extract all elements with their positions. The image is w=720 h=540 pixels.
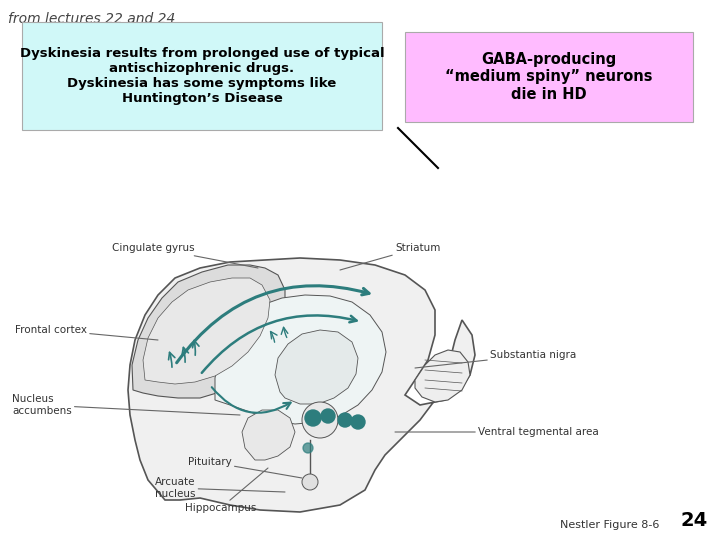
Polygon shape — [215, 295, 386, 424]
Polygon shape — [275, 330, 358, 404]
FancyBboxPatch shape — [22, 22, 382, 130]
Text: Ventral tegmental area: Ventral tegmental area — [395, 427, 599, 437]
Text: Hippocampus: Hippocampus — [185, 468, 268, 513]
Circle shape — [302, 474, 318, 490]
Polygon shape — [415, 350, 470, 402]
Circle shape — [302, 402, 338, 438]
Circle shape — [321, 409, 335, 423]
Text: GABA-producing
“medium spiny” neurons
die in HD: GABA-producing “medium spiny” neurons di… — [445, 52, 653, 102]
Text: 24: 24 — [680, 511, 708, 530]
Polygon shape — [128, 258, 475, 512]
Circle shape — [338, 413, 352, 427]
Polygon shape — [143, 278, 270, 384]
Text: Frontal cortex: Frontal cortex — [15, 325, 158, 340]
Text: Substantia nigra: Substantia nigra — [415, 350, 576, 368]
FancyBboxPatch shape — [405, 32, 693, 122]
Circle shape — [351, 415, 365, 429]
Polygon shape — [242, 410, 295, 460]
Circle shape — [303, 443, 313, 453]
Text: Arcuate
nucleus: Arcuate nucleus — [155, 477, 285, 499]
Text: Nucleus
accumbens: Nucleus accumbens — [12, 394, 240, 416]
Text: Cingulate gyrus: Cingulate gyrus — [112, 243, 258, 268]
Text: Pituitary: Pituitary — [188, 457, 302, 478]
Polygon shape — [132, 265, 285, 398]
Text: Striatum: Striatum — [340, 243, 441, 270]
Text: Nestler Figure 8-6: Nestler Figure 8-6 — [560, 520, 660, 530]
Text: Dyskinesia results from prolonged use of typical
antischizophrenic drugs.
Dyskin: Dyskinesia results from prolonged use of… — [19, 47, 384, 105]
Text: from lectures 22 and 24: from lectures 22 and 24 — [8, 12, 176, 26]
Circle shape — [305, 410, 321, 426]
